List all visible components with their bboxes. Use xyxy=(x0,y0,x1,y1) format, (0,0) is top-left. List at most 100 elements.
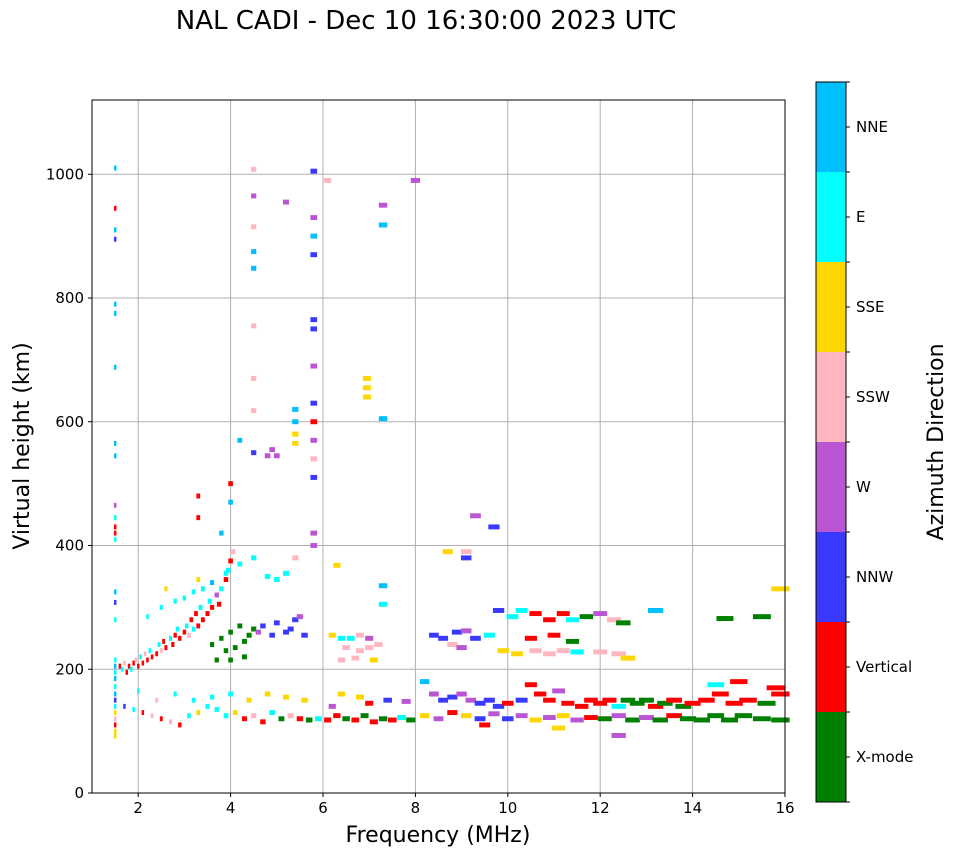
data-point-x-mode xyxy=(657,700,673,706)
data-point-w xyxy=(429,691,439,697)
data-point-ssw xyxy=(251,408,257,414)
data-point-e xyxy=(378,601,388,607)
data-point-nnw xyxy=(260,623,266,629)
data-point-w xyxy=(251,193,257,199)
data-point-ssw xyxy=(134,657,138,663)
data-point-e xyxy=(187,713,191,719)
data-point-nnw xyxy=(451,629,463,635)
colorbar-segment-w xyxy=(816,442,846,532)
data-point-nne xyxy=(210,580,215,586)
data-point-sse xyxy=(196,577,201,583)
data-point-nne xyxy=(251,249,257,255)
y-tick-label: 1000 xyxy=(46,165,84,183)
data-point-nne xyxy=(251,265,257,271)
data-point-w xyxy=(378,202,388,208)
data-point-e xyxy=(157,642,161,647)
data-point-w xyxy=(328,703,336,709)
data-point-vertical xyxy=(127,663,131,669)
data-point-sse xyxy=(113,733,117,739)
data-point-ssw xyxy=(365,645,374,651)
data-point-sse xyxy=(362,375,371,381)
data-point-x-mode xyxy=(679,716,697,722)
data-point-sse xyxy=(419,713,430,719)
data-point-e xyxy=(506,614,519,620)
data-point-sse xyxy=(442,549,453,555)
data-point-w xyxy=(488,711,500,717)
colorbar-frame xyxy=(815,81,847,803)
data-point-e xyxy=(283,570,290,576)
y-tick-label: 0 xyxy=(74,784,84,802)
data-point-nnw xyxy=(483,697,495,703)
data-point-ssw xyxy=(230,549,236,555)
data-point-ssw xyxy=(113,716,117,722)
data-point-e xyxy=(483,632,495,638)
colorbar-segment-x-mode xyxy=(816,712,846,802)
data-point-sse xyxy=(232,710,238,716)
data-point-x-mode xyxy=(251,626,257,632)
y-tick-label: 400 xyxy=(55,537,84,555)
data-point-sse xyxy=(362,385,371,391)
data-point-w xyxy=(460,628,472,634)
data-point-e xyxy=(397,715,406,720)
data-point-e xyxy=(205,703,210,709)
x-tick-label: 2 xyxy=(133,799,143,817)
data-point-vertical xyxy=(543,697,556,703)
data-point-nne xyxy=(113,453,117,459)
data-point-sse xyxy=(328,632,336,638)
data-point-x-mode xyxy=(716,616,734,621)
data-point-nne xyxy=(310,233,318,239)
data-point-vertical xyxy=(666,713,682,719)
data-point-vertical xyxy=(575,703,589,709)
data-point-ssw xyxy=(342,645,350,651)
y-tick-label: 800 xyxy=(55,289,84,307)
data-point-vertical xyxy=(216,601,222,607)
data-point-vertical xyxy=(125,669,128,675)
data-point-nnw xyxy=(474,716,486,722)
data-point-sse xyxy=(246,697,252,703)
data-point-nne xyxy=(378,416,388,422)
data-point-ssw xyxy=(356,648,364,654)
data-point-x-mode xyxy=(620,697,636,703)
data-point-ssw xyxy=(310,456,318,462)
data-point-sse xyxy=(292,440,299,446)
colorbar-label-vertical: Vertical xyxy=(856,658,912,676)
data-point-e xyxy=(210,694,215,700)
data-point-vertical xyxy=(141,710,145,716)
data-point-vertical xyxy=(771,691,790,697)
data-point-vertical xyxy=(196,515,201,521)
data-point-x-mode xyxy=(223,648,229,654)
data-point-ssw xyxy=(251,166,257,172)
data-point-vertical xyxy=(766,685,785,691)
x-tick-label: 10 xyxy=(498,799,517,817)
data-point-vertical xyxy=(369,719,378,725)
data-point-nnw xyxy=(429,632,439,638)
data-point-nnw xyxy=(292,617,299,623)
data-point-e xyxy=(159,604,163,610)
data-point-e xyxy=(198,604,203,610)
data-point-vertical xyxy=(310,419,318,425)
data-point-vertical xyxy=(194,611,198,617)
y-tick-label: 600 xyxy=(55,413,84,431)
data-point-nne xyxy=(113,364,117,370)
data-point-e xyxy=(113,669,117,675)
data-point-nne xyxy=(419,679,430,685)
data-point-vertical xyxy=(698,697,715,703)
x-axis-label: Frequency (MHz) xyxy=(346,823,531,848)
data-point-nne xyxy=(113,663,117,669)
data-point-vertical xyxy=(447,710,458,716)
data-point-nne xyxy=(113,301,117,307)
data-point-vertical xyxy=(141,660,145,666)
data-point-w xyxy=(515,713,528,719)
grid-lines xyxy=(92,100,786,794)
data-point-nnw xyxy=(310,326,318,332)
data-point-ssw xyxy=(251,323,257,329)
data-point-nne xyxy=(378,583,388,589)
data-point-e xyxy=(200,586,205,592)
data-point-nne xyxy=(113,691,117,697)
data-point-nnw xyxy=(310,252,318,258)
data-point-w xyxy=(456,645,467,651)
data-point-x-mode xyxy=(693,717,711,723)
data-point-vertical xyxy=(260,719,266,725)
data-point-x-mode xyxy=(406,717,416,723)
